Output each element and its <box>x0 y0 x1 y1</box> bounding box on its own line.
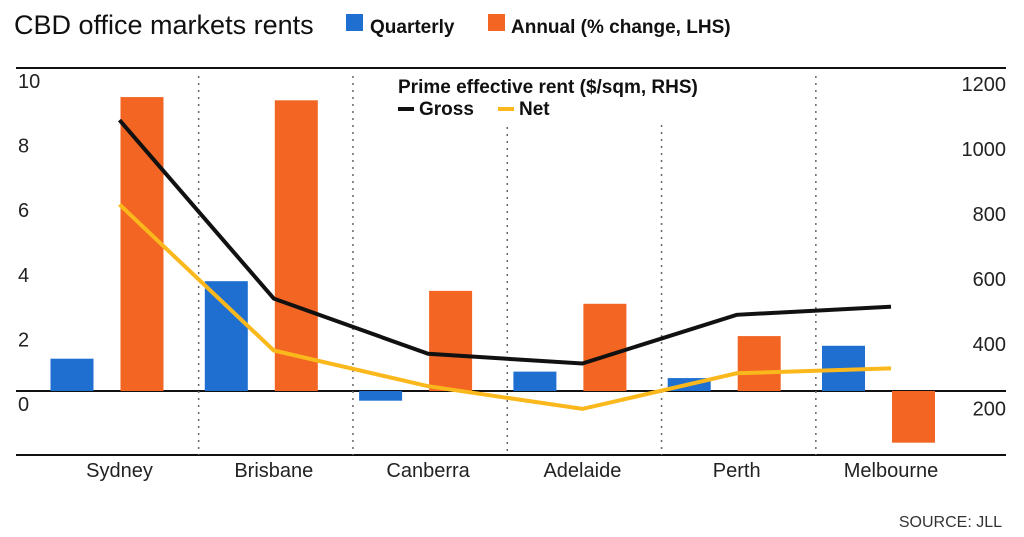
legend-label-quarterly: Quarterly <box>370 17 455 38</box>
left-tick-label: 4 <box>18 265 29 287</box>
bar-annual-perth <box>737 336 781 391</box>
source-note: SOURCE: JLL <box>899 514 1002 531</box>
line-gross <box>117 118 892 366</box>
bar-annual-brisbane <box>274 100 318 392</box>
line-legend-bg <box>394 72 758 122</box>
bar-quarterly-canberra <box>359 391 403 401</box>
right-tick-label: 200 <box>973 399 1006 421</box>
left-tick-label: 6 <box>18 200 29 222</box>
category-label-brisbane: Brisbane <box>234 460 313 482</box>
category-label-sydney: Sydney <box>86 460 153 482</box>
bar-annual-canberra <box>429 290 473 391</box>
right-tick-label: 600 <box>973 269 1006 291</box>
line-legend-title: Prime effective rent ($/sqm, RHS) <box>398 77 698 98</box>
legend-label-net: Net <box>519 99 550 120</box>
left-tick-labels: 0 2 4 6 8 10 <box>18 71 40 416</box>
bar-quarterly-adelaide <box>513 371 557 391</box>
grid-layer <box>16 67 1006 456</box>
left-tick-label: 10 <box>18 71 40 93</box>
right-tick-labels: 200 400 600 800 1000 1200 <box>962 74 1007 421</box>
right-tick-label: 400 <box>973 334 1006 356</box>
line-net <box>118 203 892 411</box>
category-label-perth: Perth <box>713 460 761 482</box>
legend-swatch-annual <box>488 14 505 31</box>
left-tick-label: 8 <box>18 136 29 158</box>
bar-layer <box>50 97 935 443</box>
category-label-canberra: Canberra <box>386 460 470 482</box>
right-tick-label: 800 <box>973 204 1006 226</box>
right-tick-label: 1000 <box>962 139 1007 161</box>
right-tick-label: 1200 <box>962 74 1007 96</box>
legend-label-annual: Annual (% change, LHS) <box>511 17 731 38</box>
category-label-melbourne: Melbourne <box>844 460 939 482</box>
category-labels: Sydney Brisbane Canberra Adelaide Perth Melbo… <box>86 460 938 482</box>
chart-title: CBD office markets rents <box>14 10 314 40</box>
left-tick-label: 2 <box>18 329 29 351</box>
line-layer <box>117 118 892 411</box>
legend-label-gross: Gross <box>419 99 474 120</box>
legend-swatch-quarterly <box>346 14 363 31</box>
bar-quarterly-brisbane <box>204 281 248 391</box>
bar-quarterly-sydney <box>50 358 94 391</box>
category-label-adelaide: Adelaide <box>543 460 621 482</box>
bar-annual-adelaide <box>583 303 627 391</box>
bar-annual-sydney <box>120 97 164 391</box>
left-tick-label: 0 <box>18 394 29 416</box>
bar-annual-melbourne <box>892 391 935 443</box>
